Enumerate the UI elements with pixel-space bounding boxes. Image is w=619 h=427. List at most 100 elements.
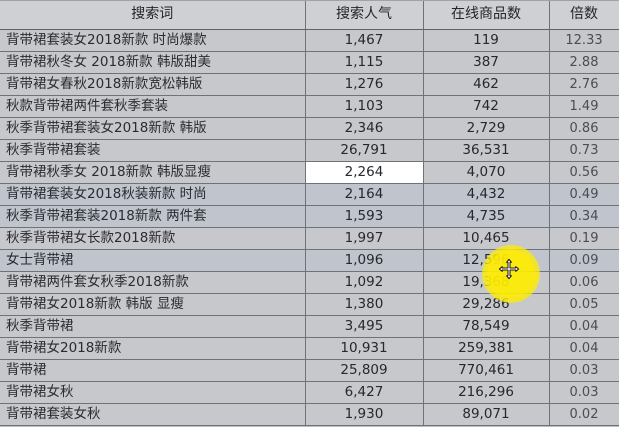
table-row[interactable]: 秋季背带裙套装女2018新款 韩版 2,346 2,729 0.86 [0,117,619,140]
column-header-search-term[interactable]: 搜索词 [0,0,306,30]
cell-online-items[interactable]: 387 [423,51,550,74]
column-header-search-popularity[interactable]: 搜索人气 [305,0,424,30]
header-row: 搜索词 搜索人气 在线商品数 倍数 [0,0,619,30]
cell-search-popularity[interactable]: 1,380 [305,293,424,316]
cell-online-items[interactable]: 4,735 [423,205,550,228]
cell-search-term[interactable]: 背带裙秋冬女 2018新款 韩版甜美 [0,51,306,74]
cell-search-term[interactable]: 背带裙两件套女秋季2018新款 [0,271,306,294]
table-row[interactable]: 背带裙套装女秋 1,930 89,071 0.02 [0,403,619,426]
column-header-multiple[interactable]: 倍数 [549,0,619,30]
cell-online-items[interactable]: 29,286 [423,293,550,316]
table-row[interactable]: 秋季背带裙套装2018新款 两件套 1,593 4,735 0.34 [0,205,619,228]
cell-search-popularity[interactable]: 25,809 [305,359,424,382]
cell-multiple[interactable]: 0.04 [549,337,619,360]
cell-online-items[interactable]: 19,368 [423,271,550,294]
table-row[interactable]: 背带裙套装女2018新款 时尚爆款 1,467 119 12.33 [0,29,619,52]
table-row[interactable]: 背带裙两件套女秋季2018新款 1,092 19,368 0.06 [0,271,619,294]
cell-search-term[interactable]: 秋款背带裙两件套秋季套装 [0,95,306,118]
table-row[interactable]: 秋季背带裙套装 26,791 36,531 0.73 [0,139,619,162]
top-edge-divider [0,0,619,1]
cell-search-term[interactable]: 背带裙女2018新款 韩版 显瘦 [0,293,306,316]
cell-search-term[interactable]: 背带裙女秋 [0,381,306,404]
cell-multiple[interactable]: 0.02 [549,403,619,426]
cell-online-items[interactable]: 2,729 [423,117,550,140]
cell-search-term[interactable]: 背带裙套装女2018新款 时尚爆款 [0,29,306,52]
cell-online-items[interactable]: 216,296 [423,381,550,404]
cell-search-popularity[interactable]: 1,115 [305,51,424,74]
cell-online-items[interactable]: 36,531 [423,139,550,162]
cell-search-term[interactable]: 背带裙套装女2018秋装新款 时尚 [0,183,306,206]
cell-multiple[interactable]: 0.05 [549,293,619,316]
table-row[interactable]: 秋款背带裙两件套秋季套装 1,103 742 1.49 [0,95,619,118]
cell-search-popularity[interactable]: 1,103 [305,95,424,118]
cell-search-popularity[interactable]: 1,997 [305,227,424,250]
cell-search-term[interactable]: 背带裙秋季女 2018新款 韩版显瘦 [0,161,306,184]
cell-online-items[interactable]: 742 [423,95,550,118]
cell-multiple[interactable]: 0.56 [549,161,619,184]
table-row[interactable]: 背带裙女春秋2018新款宽松韩版 1,276 462 2.76 [0,73,619,96]
cell-search-term[interactable]: 秋季背带裙 [0,315,306,338]
cell-search-term[interactable]: 背带裙套装女秋 [0,403,306,426]
cell-multiple[interactable]: 0.03 [549,359,619,382]
cell-search-popularity[interactable]: 10,931 [305,337,424,360]
cell-search-popularity[interactable]: 26,791 [305,139,424,162]
cell-multiple[interactable]: 0.73 [549,139,619,162]
cell-search-popularity[interactable]: 1,092 [305,271,424,294]
cell-search-term[interactable]: 背带裙女春秋2018新款宽松韩版 [0,73,306,96]
cell-search-term[interactable]: 女士背带裙 [0,249,306,272]
cell-search-term[interactable]: 秋季背带裙套装2018新款 两件套 [0,205,306,228]
cell-multiple[interactable]: 0.34 [549,205,619,228]
table-row[interactable]: 秋季背带裙 3,495 78,549 0.04 [0,315,619,338]
cell-search-popularity[interactable]: 1,096 [305,249,424,272]
cell-multiple[interactable]: 1.49 [549,95,619,118]
cell-search-term[interactable]: 秋季背带裙女长款2018新款 [0,227,306,250]
table-row[interactable]: 背带裙 25,809 770,461 0.03 [0,359,619,382]
cell-search-term[interactable]: 背带裙女2018新款 [0,337,306,360]
table-row[interactable]: 女士背带裙 1,096 12,596 0.09 [0,249,619,272]
cell-multiple[interactable]: 0.09 [549,249,619,272]
table-row[interactable]: 背带裙女2018新款 韩版 显瘦 1,380 29,286 0.05 [0,293,619,316]
cell-search-popularity[interactable]: 1,593 [305,205,424,228]
table-row[interactable]: 秋季背带裙女长款2018新款 1,997 10,465 0.19 [0,227,619,250]
cell-online-items[interactable]: 259,381 [423,337,550,360]
table-row[interactable]: 背带裙女秋 6,427 216,296 0.03 [0,381,619,404]
cell-online-items[interactable]: 119 [423,29,550,52]
cell-search-term[interactable]: 背带裙 [0,359,306,382]
cell-search-popularity[interactable]: 2,346 [305,117,424,140]
table-row[interactable]: 背带裙女2018新款 10,931 259,381 0.04 [0,337,619,360]
cell-multiple[interactable]: 0.86 [549,117,619,140]
cell-multiple[interactable]: 0.03 [549,381,619,404]
cell-multiple[interactable]: 0.06 [549,271,619,294]
table-row[interactable]: 背带裙秋冬女 2018新款 韩版甜美 1,115 387 2.88 [0,51,619,74]
cell-search-term[interactable]: 秋季背带裙套装女2018新款 韩版 [0,117,306,140]
cell-search-popularity[interactable]: 3,495 [305,315,424,338]
table-row[interactable]: 背带裙套装女2018秋装新款 时尚 2,164 4,432 0.49 [0,183,619,206]
cell-search-popularity[interactable]: 1,276 [305,73,424,96]
cell-online-items[interactable]: 78,549 [423,315,550,338]
cell-online-items[interactable]: 10,465 [423,227,550,250]
cell-search-popularity-selected[interactable]: 2,264 [304,161,424,184]
table-header: 搜索词 搜索人气 在线商品数 倍数 [0,0,619,30]
cell-online-items[interactable]: 4,070 [423,161,550,184]
cell-multiple[interactable]: 0.19 [549,227,619,250]
cell-search-popularity[interactable]: 1,930 [305,403,424,426]
cell-search-popularity[interactable]: 1,467 [305,29,424,52]
cell-online-items[interactable]: 4,432 [423,183,550,206]
table-body: 背带裙套装女2018新款 时尚爆款 1,467 119 12.33 背带裙秋冬女 201… [0,29,619,426]
cell-multiple[interactable]: 2.88 [549,51,619,74]
cell-online-items[interactable]: 89,071 [423,403,550,426]
cell-multiple[interactable]: 0.49 [549,183,619,206]
cell-search-term[interactable]: 秋季背带裙套装 [0,139,306,162]
column-header-online-items[interactable]: 在线商品数 [423,0,550,30]
table-row[interactable]: 背带裙秋季女 2018新款 韩版显瘦 2,264 4,070 0.56 [0,161,619,184]
cell-search-popularity[interactable]: 6,427 [305,381,424,404]
cell-multiple[interactable]: 0.04 [549,315,619,338]
cell-online-items[interactable]: 462 [423,73,550,96]
cell-search-popularity[interactable]: 2,164 [305,183,424,206]
cell-multiple[interactable]: 12.33 [549,29,619,52]
cell-online-items[interactable]: 12,596 [423,249,550,272]
cell-multiple[interactable]: 2.76 [549,73,619,96]
cell-online-items[interactable]: 770,461 [423,359,550,382]
